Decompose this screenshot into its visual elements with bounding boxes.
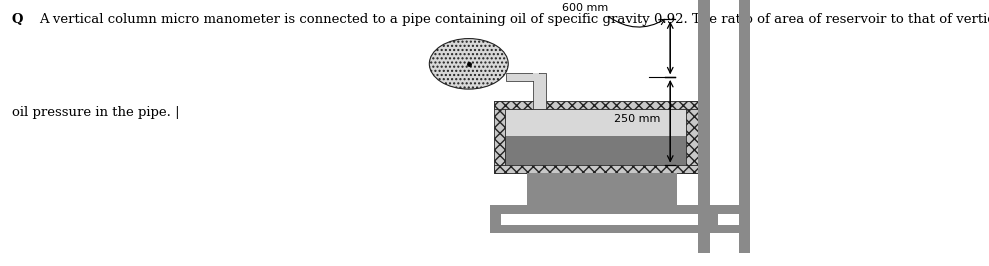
Text: Q: Q [12,13,24,26]
Text: 600 mm: 600 mm [562,3,608,13]
Bar [494,101,505,173]
Circle shape [429,39,508,89]
Bar [490,225,751,233]
Bar [533,73,539,81]
Text: 250 mm: 250 mm [614,114,661,124]
Bar [698,0,710,253]
Bar [698,214,718,233]
Text: oil pressure in the pipe. |: oil pressure in the pipe. | [12,106,179,119]
Bar [505,109,686,136]
Text: A vertical column micro manometer is connected to a pipe containing oil of speci: A vertical column micro manometer is con… [40,13,989,26]
Bar [686,101,698,173]
Bar [527,173,677,205]
Bar [505,136,686,165]
Bar [739,0,751,253]
Bar [506,73,539,81]
Bar [494,101,698,109]
Bar [533,73,546,109]
Bar [490,205,751,214]
Bar [494,165,698,173]
Bar [490,214,501,233]
